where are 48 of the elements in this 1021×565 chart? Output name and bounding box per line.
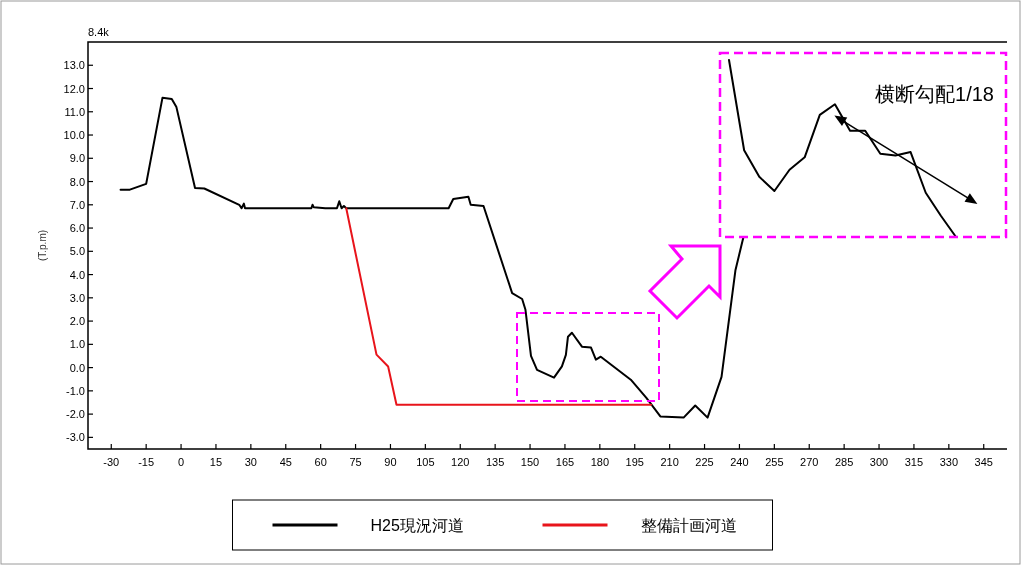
x-tick-label: 165 [555, 456, 575, 468]
x-tick-label: 180 [590, 456, 610, 468]
y-tick-label: 12.0 [63, 82, 85, 95]
y-tick-label: -1.0 [66, 384, 85, 397]
y-tick-label: 3.0 [69, 291, 85, 304]
x-tick-label: 0 [178, 456, 185, 468]
y-tick-label: 6.0 [69, 222, 85, 235]
x-tick-label: 15 [209, 456, 223, 468]
y-tick-label: 8.0 [69, 175, 85, 188]
x-tick-label: 300 [869, 456, 889, 468]
x-tick-label: -30 [103, 456, 120, 468]
x-tick-label: 195 [625, 456, 644, 468]
x-tick-label: 345 [974, 456, 993, 468]
x-tick-label: 90 [384, 456, 397, 468]
y-tick-label: 13.0 [63, 59, 85, 72]
text: 8.4k [88, 26, 110, 38]
y-tick-label: 10.0 [63, 129, 85, 142]
x-tick-label: 240 [730, 456, 749, 468]
y-axis-title: (T.p.m) [37, 229, 48, 262]
y-tick-label: 11.0 [64, 105, 85, 118]
x-tick-label: 150 [520, 456, 540, 468]
x-tick-label: -15 [138, 456, 155, 468]
annotation: 横断勾配1/18 [875, 83, 994, 105]
x-tick-label: 330 [939, 456, 959, 468]
x-tick-label: 315 [904, 456, 924, 468]
x-tick-label: 135 [485, 456, 505, 468]
x-tick-label: 225 [695, 456, 714, 468]
x-tick-label: 105 [416, 456, 435, 468]
x-tick-label: 45 [279, 456, 292, 468]
legend-label: 整備計画河道 [640, 517, 737, 534]
x-tick-label: 285 [834, 456, 854, 468]
x-tick-label: 270 [800, 456, 819, 468]
y-tick-label: 1.0 [69, 338, 85, 351]
x-tick-label: 120 [451, 456, 470, 468]
y-tick-label: -3.0 [66, 431, 85, 444]
y-tick-label: 2.0 [69, 315, 85, 328]
legend-label: H25現況河道 [370, 517, 464, 534]
x-tick-label: 255 [765, 456, 784, 468]
x-tick-label: 210 [660, 456, 679, 468]
x-tick-label: 60 [314, 456, 327, 468]
y-tick-label: -2.0 [66, 408, 85, 421]
y-tick-label: 7.0 [69, 198, 85, 211]
y-tick-label: 0.0 [69, 361, 85, 374]
y-tick-label: 9.0 [69, 152, 85, 165]
x-tick-label: 75 [349, 456, 362, 468]
x-tick-label: 30 [244, 456, 257, 468]
y-tick-label: 5.0 [69, 245, 85, 258]
y-tick-label: 4.0 [69, 268, 85, 281]
